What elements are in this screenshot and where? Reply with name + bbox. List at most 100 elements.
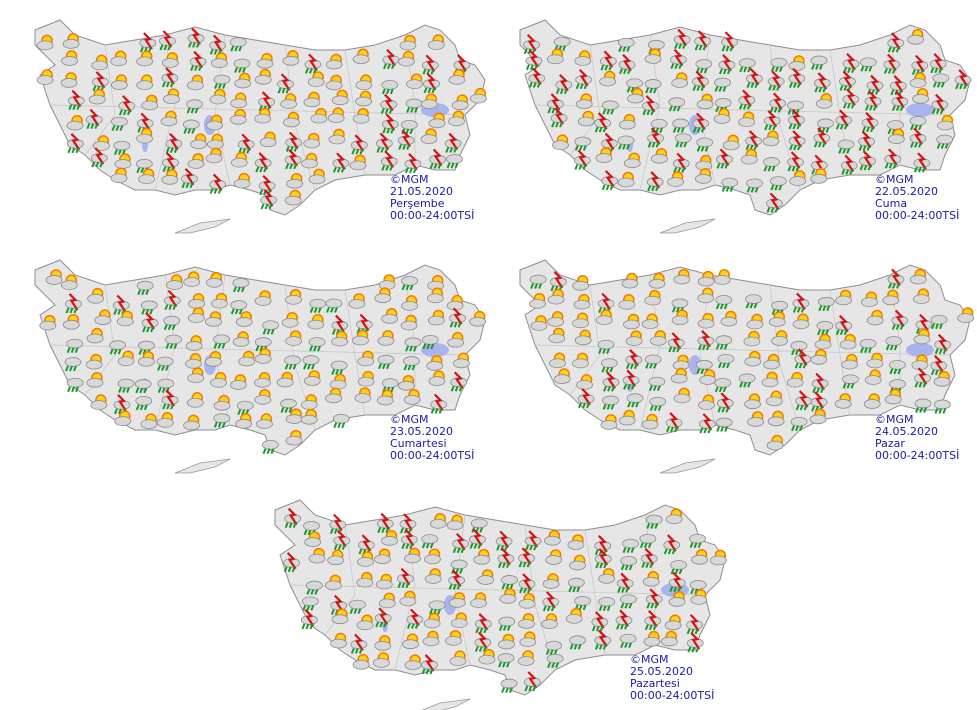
cloud [543,535,561,546]
cloud [403,394,421,405]
weather-icon [139,32,157,53]
weather-icon [840,154,858,175]
weather-icon [426,287,444,304]
cloud [644,54,662,64]
lightning [380,512,391,531]
cloud [788,61,806,71]
weather-icon [660,630,678,647]
cloud [254,113,272,124]
cloud [469,316,487,327]
weather-icon [448,569,466,590]
weather-icon [382,48,400,70]
cloud [60,78,78,88]
lightning [893,75,904,93]
weather-icon [182,119,200,134]
lightning [336,152,346,170]
cloud [209,94,227,105]
cloud [715,335,733,346]
rain [301,623,314,630]
weather-icon [882,289,900,306]
cloud [187,313,205,323]
weather-icon [839,333,857,350]
cloud [357,376,375,387]
weather-icon [686,614,703,635]
lightning [701,330,711,348]
rain [689,542,702,548]
weather-icon [525,50,543,71]
lightning [629,349,639,367]
cloud [445,635,462,646]
weather-icon [788,55,806,71]
weather-icon [39,314,57,331]
cloud [140,300,158,311]
cloud [810,354,828,365]
weather-icon [572,312,589,329]
cloud [285,414,303,424]
lightning [648,610,658,628]
cloud [647,39,665,50]
weather-icon [165,334,182,349]
lightning [288,131,299,150]
cloud [308,337,326,347]
cloud [814,339,832,350]
weather-icon [769,176,787,191]
rain [501,687,513,693]
weather-icon [715,417,733,432]
weather-icon [495,530,513,551]
weather-icon [932,73,950,88]
weather-icon [262,439,279,455]
rain [934,348,947,355]
rain [398,144,411,150]
cloud [116,316,134,327]
rain [450,385,463,392]
rain [280,407,293,413]
cloud [186,397,204,408]
weather-icon [695,154,713,171]
weather-icon [117,350,135,367]
weather-icon [787,100,804,115]
weather-icon [746,178,763,193]
weather-icon [646,171,664,192]
rain [620,602,633,609]
weather-icon [349,599,366,615]
cloud [422,636,440,647]
weather-icon [283,111,300,128]
rain [163,324,176,331]
cloud [567,577,585,588]
weather-icon [594,629,612,650]
cloud [428,600,446,611]
weather-icon [891,309,909,330]
lightning [89,108,100,127]
lightning [117,394,127,412]
cloud [211,298,228,309]
lightning [403,513,413,531]
cloud [517,656,535,666]
weather-icon [262,320,279,335]
rain [474,646,487,652]
weather-icon [303,370,321,386]
cloud [450,559,468,570]
lightning [695,112,706,131]
lightning [384,150,395,169]
weather-icon [332,413,350,429]
cloud [713,114,731,124]
weather-icon [574,136,592,151]
weather-icon [645,514,663,529]
weather-icon [549,352,566,369]
lightning [626,369,637,387]
weather-icon [331,89,349,106]
lightning [433,393,444,411]
weather-icon [529,292,546,309]
cloud [285,336,303,346]
weather-icon [140,300,158,315]
weather-icon [254,389,272,405]
map-copyright: ©MGM [875,413,914,426]
rain [694,44,707,51]
rain [770,184,783,191]
weather-icon [449,650,467,667]
weather-icon [330,360,348,375]
cloud [721,177,739,188]
rain [814,86,827,93]
lightning [165,67,175,85]
